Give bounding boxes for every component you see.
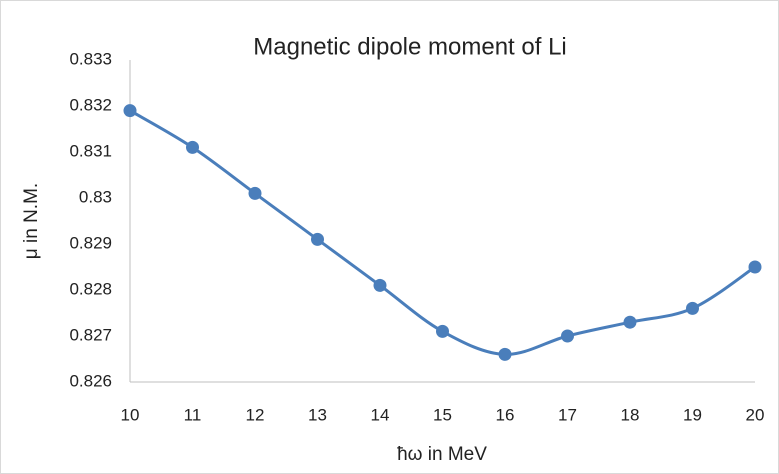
data-point — [498, 347, 512, 361]
y-tick-label: 0.833 — [69, 49, 112, 68]
y-axis-label: μ in N.M. — [21, 183, 42, 259]
y-tick-label: 0.827 — [69, 325, 112, 344]
x-tick-label: 14 — [371, 405, 390, 424]
y-tick-label: 0.826 — [69, 371, 112, 390]
y-tick-label: 0.828 — [69, 279, 112, 298]
y-tick-label: 0.831 — [69, 141, 112, 160]
x-tick-label: 10 — [121, 405, 140, 424]
x-tick-label: 15 — [433, 405, 452, 424]
data-point — [436, 324, 449, 338]
x-tick-label: 16 — [496, 405, 515, 424]
chart-title: Magnetic dipole moment of Li — [253, 33, 567, 60]
x-tick-label: 17 — [558, 405, 577, 424]
x-axis-label: ħω in MeV — [397, 444, 487, 465]
x-tick-label: 19 — [683, 405, 702, 424]
x-tick-label: 20 — [746, 405, 765, 424]
y-tick-label: 0.832 — [69, 95, 112, 114]
y-tick-label: 0.83 — [79, 187, 112, 206]
data-point — [686, 301, 699, 315]
x-tick-label: 12 — [246, 405, 265, 424]
x-tick-label: 18 — [621, 405, 640, 424]
data-point — [248, 186, 262, 200]
x-tick-label: 13 — [308, 405, 327, 424]
data-point — [186, 140, 199, 154]
data-point — [123, 104, 137, 118]
data-point — [373, 278, 387, 292]
data-point — [311, 232, 324, 246]
data-point — [561, 329, 574, 343]
data-point — [748, 260, 762, 274]
x-tick-label: 11 — [184, 405, 202, 424]
data-point — [623, 315, 637, 329]
y-tick-label: 0.829 — [69, 233, 112, 252]
